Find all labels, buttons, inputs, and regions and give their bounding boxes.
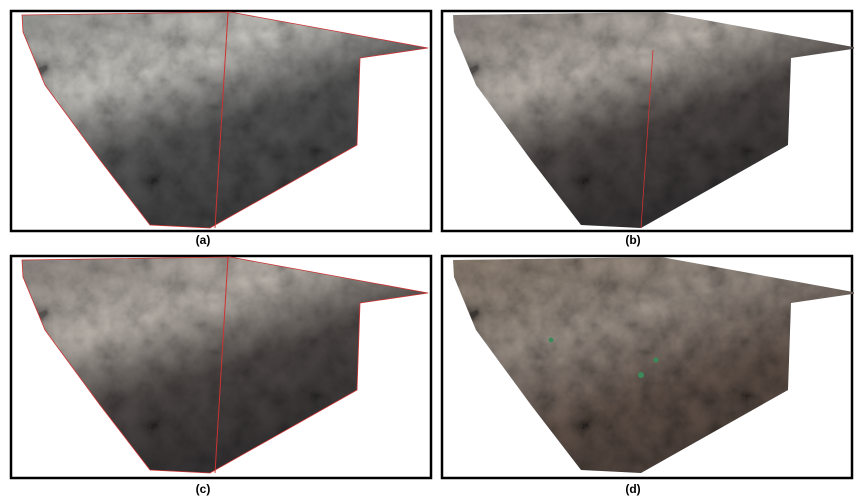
- figure: (a) (b) (c) (d): [0, 0, 854, 500]
- panel-c: [10, 255, 431, 478]
- panel-label: (d): [625, 482, 640, 496]
- panel-b: [441, 10, 854, 231]
- panel-a: [10, 10, 431, 231]
- panel-d: [441, 255, 854, 478]
- panel-label: (c): [196, 482, 211, 496]
- panel-label: (b): [625, 233, 640, 247]
- panel-label: (a): [196, 233, 211, 247]
